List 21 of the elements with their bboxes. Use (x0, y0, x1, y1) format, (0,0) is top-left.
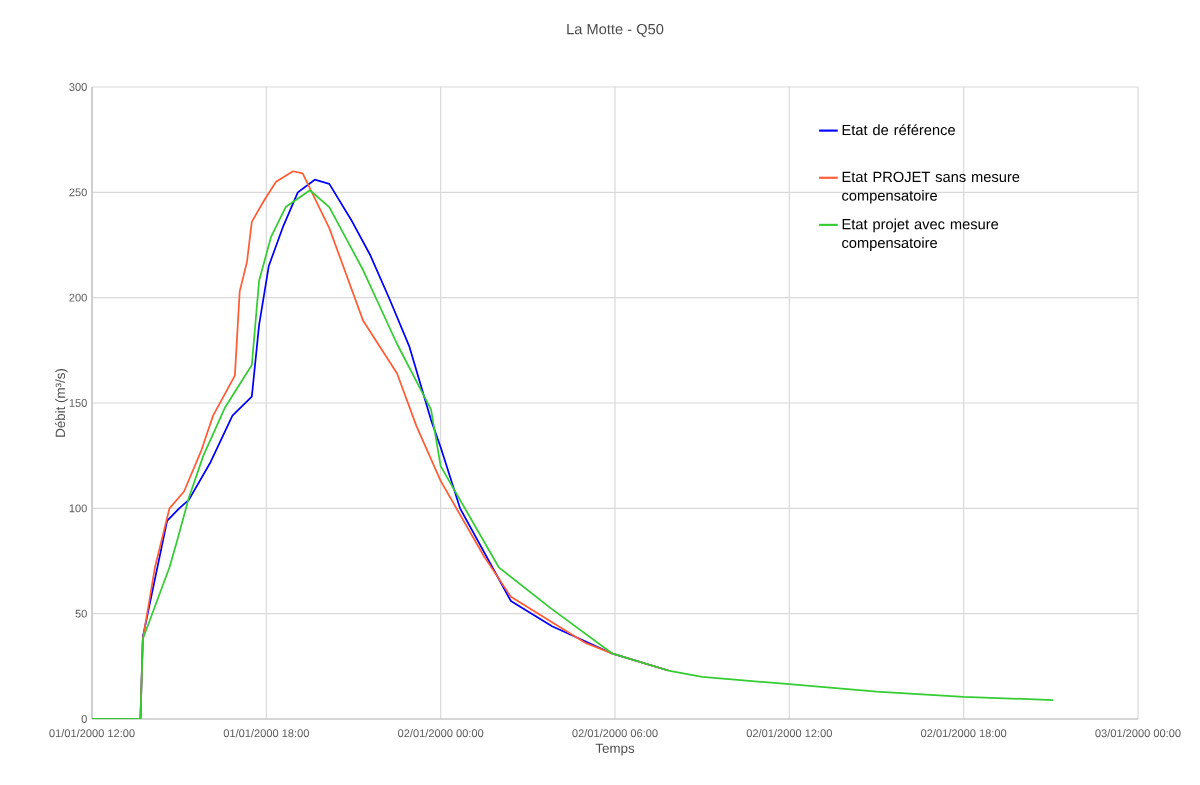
legend-label: Etat de référence (842, 124, 955, 136)
y-tick-label: 250 (69, 188, 87, 197)
y-tick-label: 50 (75, 609, 87, 618)
legend-label: Etat PROJET sans mesure compensatoire (842, 171, 1020, 204)
x-tick-label: 01/01/2000 18:00 (223, 729, 309, 738)
x-axis-title: Temps (595, 743, 635, 756)
y-tick-label: 0 (81, 715, 87, 723)
y-tick-label: 100 (69, 504, 87, 513)
x-tick-label: 01/01/2000 12:00 (49, 729, 135, 738)
x-tick-label: 03/01/2000 00:00 (1095, 729, 1181, 738)
x-tick-label: 02/01/2000 12:00 (746, 729, 832, 738)
y-tick-label: 300 (69, 83, 87, 91)
x-tick-label: 02/01/2000 18:00 (921, 729, 1007, 738)
chart-title: La Motte - Q50 (567, 23, 664, 37)
y-tick-label: 200 (69, 293, 87, 302)
line-series (92, 189, 1055, 719)
x-tick-label: 02/01/2000 06:00 (572, 729, 658, 738)
y-tick-label: 150 (69, 399, 87, 407)
y-axis-title: Débit (m³/s) (55, 369, 68, 437)
legend-label: Etat projet avec mesure compensatoire (842, 218, 999, 251)
x-tick-label: 02/01/2000 00:00 (398, 729, 484, 738)
